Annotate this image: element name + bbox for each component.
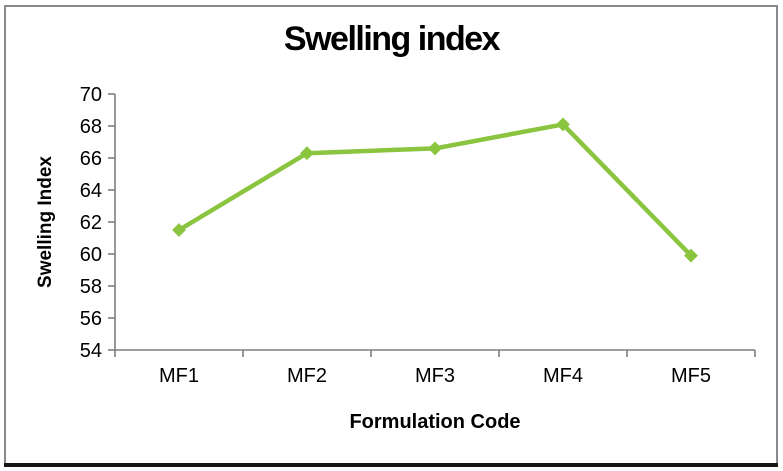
x-category-label: MF5 (671, 365, 711, 387)
data-point-marker (428, 141, 442, 156)
x-axis-title: Formulation Code (349, 411, 520, 433)
data-point-marker (684, 248, 698, 263)
y-tick-label: 70 (80, 84, 102, 106)
chart-title: Swelling index (283, 20, 501, 58)
data-point-marker (556, 117, 570, 132)
x-category-label: MF4 (543, 365, 583, 387)
series-layer (172, 117, 698, 263)
x-category-label: MF2 (287, 365, 327, 387)
y-tick-label: 68 (80, 116, 102, 138)
data-point-marker (300, 146, 314, 161)
data-point-marker (172, 223, 186, 237)
tick-labels-layer: 54 56 58 60 62 64 66 68 70 MF1 MF2 MF3 MF4 MF5 (80, 84, 711, 387)
y-tick-label: 66 (80, 148, 102, 170)
ticks-layer (108, 93, 756, 357)
y-tick-label: 56 (80, 308, 102, 330)
x-category-label: MF3 (415, 365, 455, 387)
y-tick-label: 60 (80, 244, 102, 266)
y-tick-label: 64 (80, 180, 102, 202)
bottom-edge-line (4, 463, 778, 467)
x-category-label: MF1 (159, 365, 199, 387)
y-tick-label: 54 (80, 340, 102, 362)
y-tick-label: 58 (80, 276, 102, 298)
y-tick-label: 62 (80, 212, 102, 234)
y-axis-title: Swelling Index (35, 156, 56, 288)
